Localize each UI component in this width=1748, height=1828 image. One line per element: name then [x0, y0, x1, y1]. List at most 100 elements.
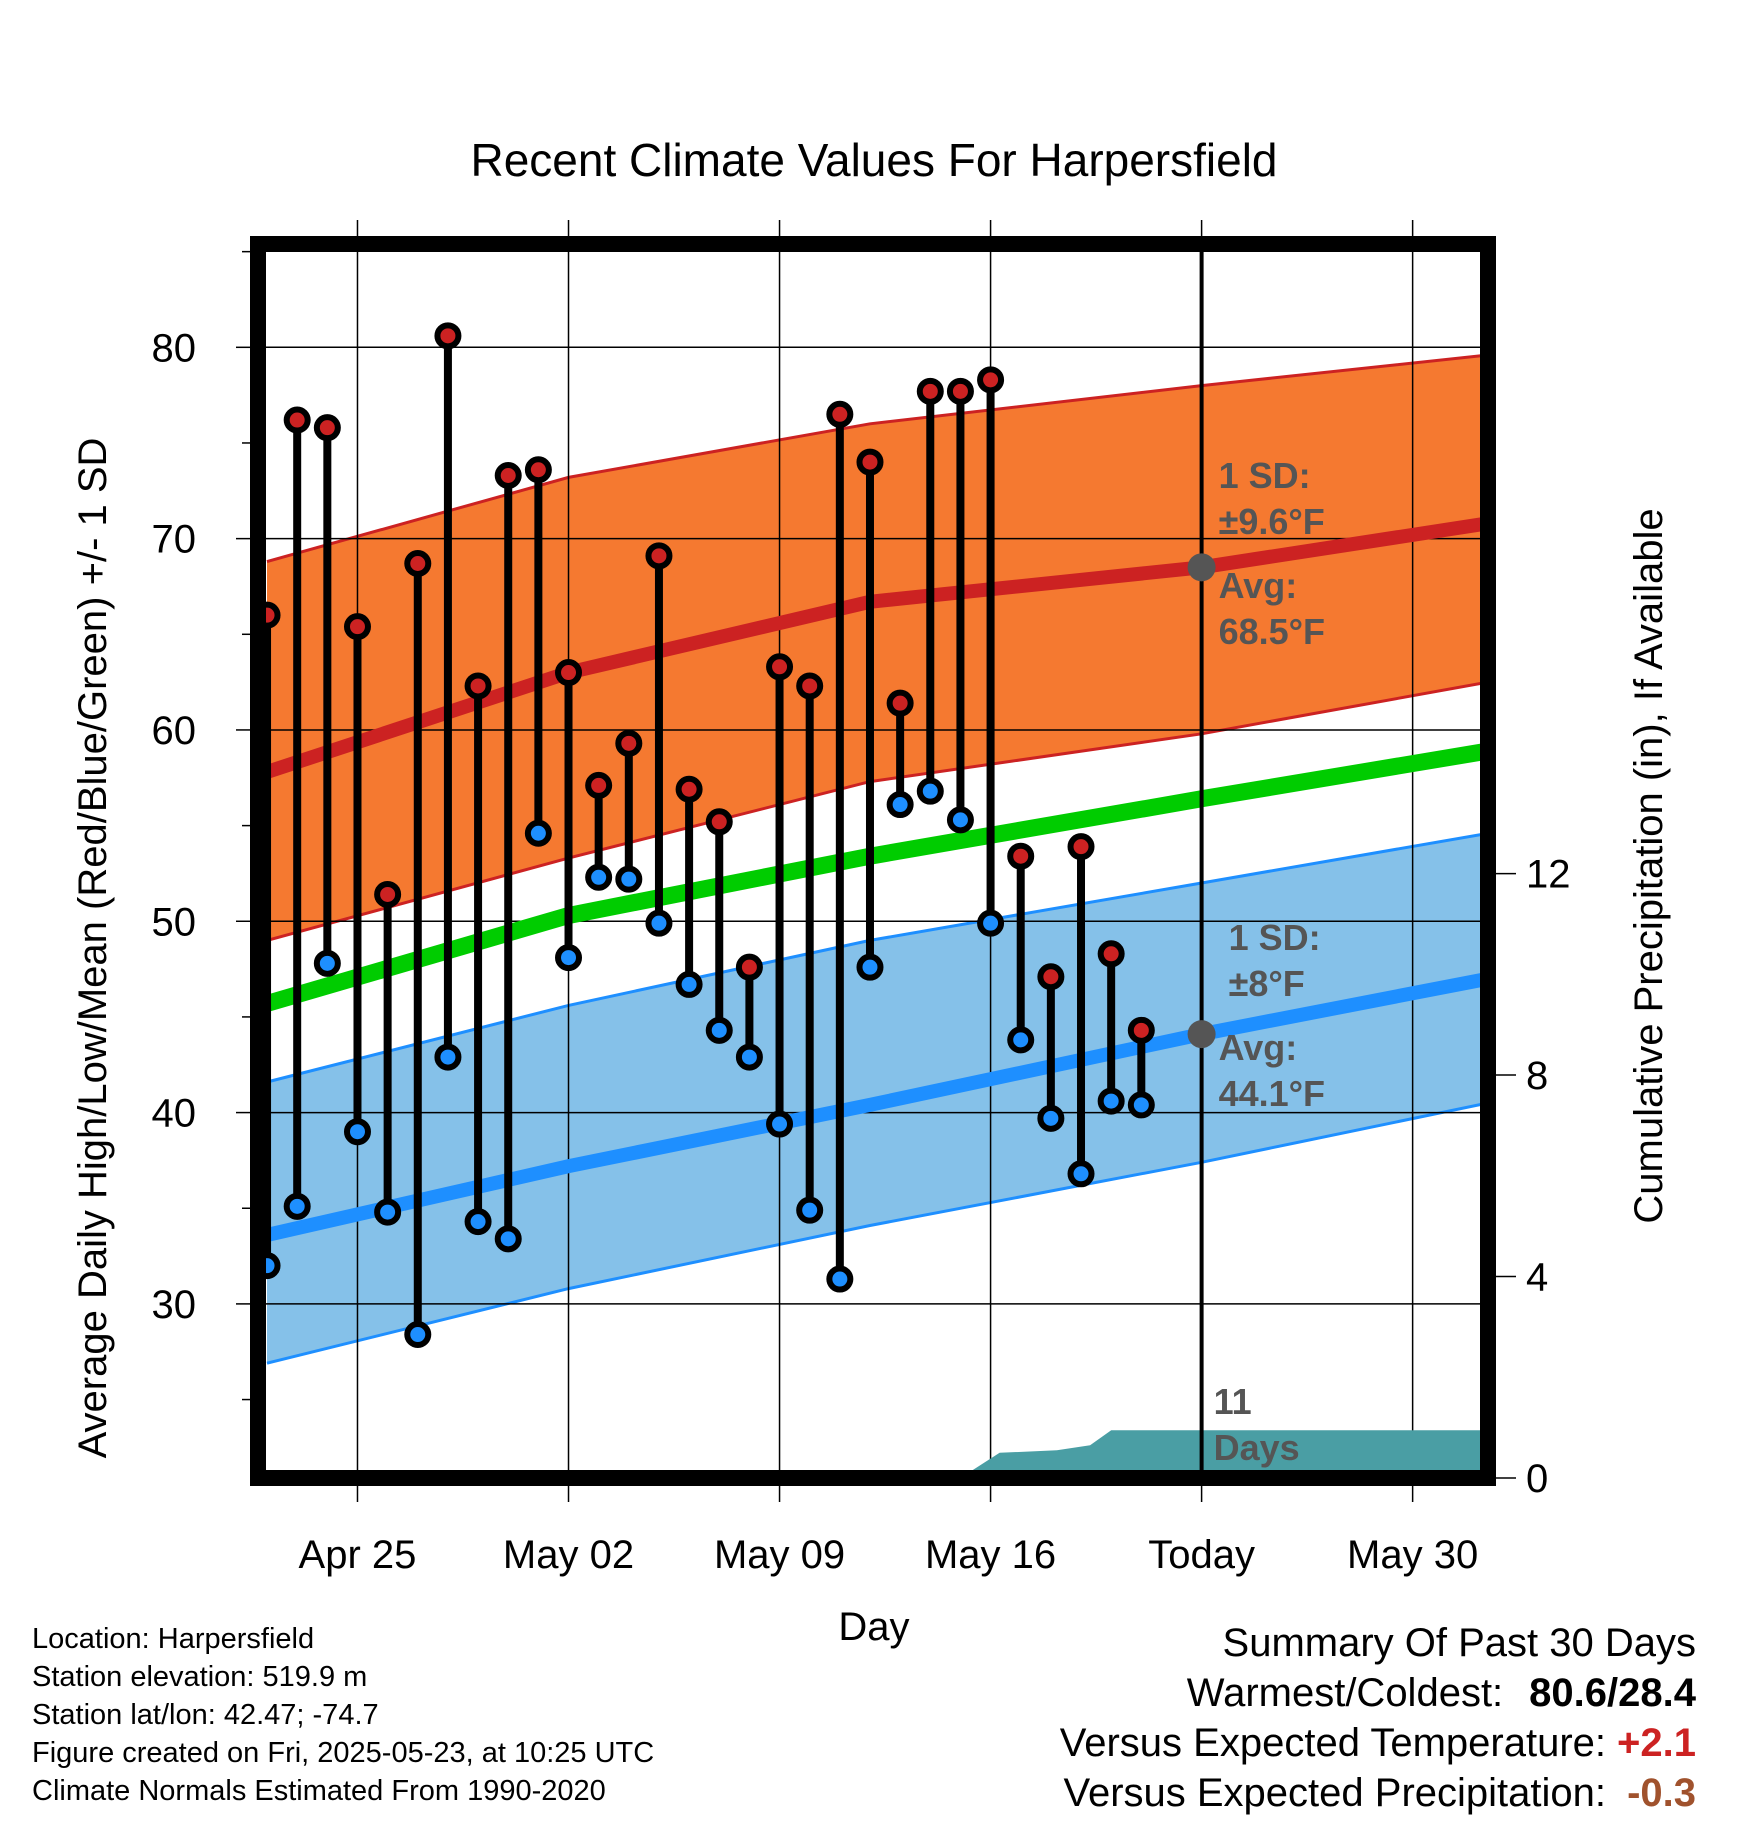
daily-high-point: [494, 461, 522, 489]
daily-high-point: [977, 366, 1005, 394]
x-tick-label: May 16: [925, 1533, 1056, 1577]
high-upper-line: [266, 353, 1488, 564]
summary-precip-row: Versus Expected Precipitation: -0.3: [1060, 1768, 1696, 1818]
x-tick-label: Today: [1148, 1533, 1255, 1577]
daily-low-point: [434, 1043, 462, 1071]
warmest-label: Warmest/Coldest:: [1186, 1671, 1504, 1715]
daily-low-point: [1127, 1091, 1155, 1119]
daily-low-point: [826, 1265, 854, 1293]
plot-frame: [250, 236, 1496, 1486]
daily-low-point: [1037, 1104, 1065, 1132]
low-avg-annotation: Avg: 44.1°F: [1219, 1027, 1325, 1114]
daily-high-point: [886, 689, 914, 717]
y-axis-label-right: Cumulative Precipitation (in), If Availa…: [1627, 508, 1671, 1223]
high-sd-annotation: 1 SD: ±9.6°F: [1219, 455, 1325, 542]
daily-low-point: [585, 863, 613, 891]
daily-low-point: [735, 1043, 763, 1071]
y-axis-label-left: Average Daily High/Low/Mean (Red/Blue/Gr…: [71, 438, 115, 1459]
daily-low-point: [374, 1198, 402, 1226]
summary-warmest-row: Warmest/Coldest: 80.6/28.4: [1060, 1668, 1696, 1718]
x-tick-label: May 09: [714, 1533, 845, 1577]
daily-low-point: [705, 1016, 733, 1044]
daily-high-point: [374, 880, 402, 908]
precip-value: -0.3: [1627, 1771, 1696, 1815]
x-tick-label: Apr 25: [299, 1533, 417, 1577]
daily-low-point: [404, 1321, 432, 1349]
daily-high-point: [1037, 963, 1065, 991]
temp-value: +2.1: [1617, 1721, 1696, 1765]
daily-low-point: [946, 806, 974, 834]
y-left-tick-label: 30: [152, 1283, 197, 1327]
daily-high-point: [1097, 940, 1125, 968]
daily-high-point: [826, 400, 854, 428]
daily-low-point: [1007, 1026, 1035, 1054]
low-normal-line: [265, 971, 1488, 1242]
summary-temp-row: Versus Expected Temperature: +2.1: [1060, 1718, 1696, 1768]
daily-low-point: [313, 949, 341, 977]
chart-title: Recent Climate Values For Harpersfield: [470, 134, 1277, 186]
x-axis-label: Day: [838, 1605, 909, 1649]
latlon-text: Station lat/lon: 42.47; -74.7: [32, 1699, 379, 1731]
daily-high-point: [1067, 833, 1095, 861]
daily-high-point: [946, 377, 974, 405]
daily-high-point: [675, 775, 703, 803]
plot-body: 1 SD: ±9.6°F Avg: 68.5°F 1 SD: ±8°F Avg: 44.1°F…: [258, 244, 1488, 1478]
low-sd-annotation: 1 SD: ±8°F: [1229, 917, 1321, 1004]
daily-high-point: [464, 672, 492, 700]
daily-high-point: [916, 377, 944, 405]
summary-heading: Summary Of Past 30 Days: [1222, 1621, 1696, 1665]
y-right-tick-label: 4: [1526, 1256, 1548, 1300]
daily-high-point: [434, 322, 462, 350]
daily-low-point: [1097, 1087, 1125, 1115]
daily-low-point: [464, 1208, 492, 1236]
daily-high-point: [585, 771, 613, 799]
daily-low-point: [796, 1196, 824, 1224]
y-right-tick-label: 0: [1526, 1457, 1548, 1501]
created-text: Figure created on Fri, 2025-05-23, at 10…: [32, 1737, 655, 1769]
location-text: Location: Harpersfield: [32, 1623, 315, 1655]
precip-days-annotation: 11 Days: [1214, 1381, 1300, 1468]
daily-low-point: [555, 944, 583, 972]
temp-label: Versus Expected Temperature:: [1059, 1721, 1606, 1765]
summary-panel: Summary Of Past 30 Days Warmest/Coldest:…: [1060, 1618, 1696, 1818]
daily-low-point: [977, 909, 1005, 937]
high-avg-marker: [1187, 553, 1216, 582]
warmest-value: 80.6/28.4: [1529, 1671, 1696, 1715]
daily-high-point: [555, 659, 583, 687]
daily-low-point: [343, 1118, 371, 1146]
daily-low-point: [886, 791, 914, 819]
y-left-tick-label: 50: [152, 900, 197, 944]
daily-high-point: [705, 808, 733, 836]
daily-high-point: [343, 613, 371, 641]
normals-text: Climate Normals Estimated From 1990-2020: [32, 1775, 606, 1807]
daily-low-point: [916, 777, 944, 805]
plot-area: 1 SD: ±9.6°F Avg: 68.5°F 1 SD: ±8°F Avg: 44.1°F…: [152, 220, 1571, 1577]
low-lower-line: [266, 1101, 1488, 1365]
daily-high-point: [283, 406, 311, 434]
daily-low-point: [675, 970, 703, 998]
daily-low-point: [283, 1192, 311, 1220]
daily-high-point: [404, 550, 432, 578]
x-tick-label: May 30: [1347, 1533, 1478, 1577]
daily-low-point: [856, 953, 884, 981]
daily-high-point: [645, 542, 673, 570]
daily-low-point: [766, 1110, 794, 1138]
y-left-tick-label: 70: [152, 518, 197, 562]
daily-high-point: [615, 729, 643, 757]
high-avg-annotation: Avg: 68.5°F: [1219, 565, 1325, 652]
daily-low-point: [494, 1225, 522, 1253]
daily-low-point: [645, 909, 673, 937]
daily-high-point: [524, 456, 552, 484]
y-left-tick-label: 40: [152, 1092, 197, 1136]
y-right-tick-label: 12: [1526, 853, 1571, 897]
daily-high-point: [1127, 1016, 1155, 1044]
precip-label: Versus Expected Precipitation:: [1063, 1771, 1606, 1815]
daily-low-point: [1067, 1160, 1095, 1188]
daily-low-point: [615, 865, 643, 893]
daily-high-point: [856, 448, 884, 476]
precip-area: [960, 1430, 1488, 1478]
elevation-text: Station elevation: 519.9 m: [32, 1661, 368, 1693]
y-right-tick-label: 8: [1526, 1054, 1548, 1098]
daily-high-point: [735, 953, 763, 981]
